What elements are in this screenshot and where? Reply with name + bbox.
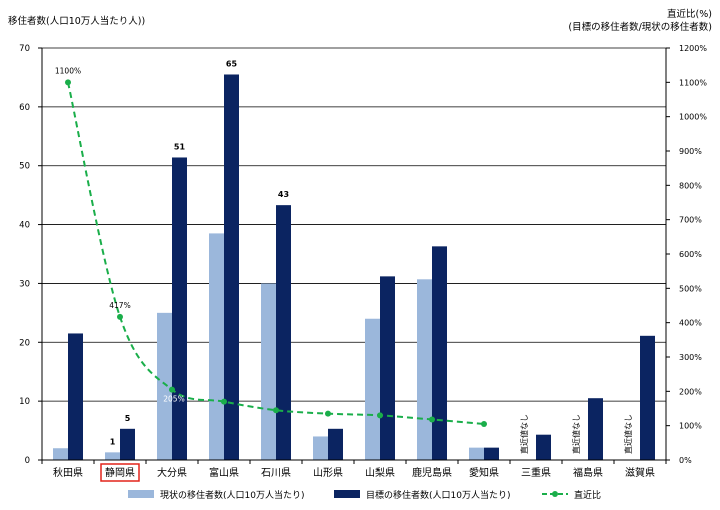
- bar: [68, 333, 83, 460]
- y-left-tick-label: 50: [19, 162, 30, 172]
- x-tick-label: 福島県: [573, 466, 603, 479]
- legend-label: 直近比: [574, 489, 601, 501]
- bar: [484, 447, 499, 460]
- x-tick-label: 愛知県: [469, 466, 499, 479]
- bar: [432, 246, 447, 460]
- bar: [469, 447, 484, 460]
- bar: [380, 276, 395, 460]
- x-tick-label: 滋賀県: [625, 466, 655, 479]
- y-right-tick-label: 1000%: [679, 113, 707, 122]
- y-right-tick-label: 0%: [679, 456, 692, 465]
- y-left-tick-label: 70: [19, 44, 30, 54]
- y-left-tick-label: 40: [19, 221, 30, 231]
- bar: [224, 74, 239, 460]
- series-point: [377, 412, 383, 419]
- bar: [365, 318, 380, 460]
- bar: [276, 205, 291, 460]
- bar: [328, 428, 343, 460]
- series-point: [169, 386, 175, 393]
- line-data-label: 417%: [109, 301, 130, 310]
- x-tick-label: 石川県: [261, 467, 291, 479]
- bar: [261, 283, 276, 460]
- series-point: [273, 407, 279, 414]
- legend-label: 現状の移住者数(人口10万人当たり): [160, 489, 304, 501]
- line-data-label: 1100%: [55, 66, 81, 75]
- right-axis-title: 直近比(%): [667, 9, 712, 20]
- y-right-tick-label: 500%: [679, 284, 702, 293]
- highlight-box: [100, 463, 140, 482]
- series-line: [67, 82, 485, 425]
- bar-data-label: 5: [125, 414, 131, 423]
- y-left-tick-label: 0: [25, 456, 30, 466]
- bar: [172, 157, 187, 460]
- x-tick-label: 山梨県: [365, 466, 395, 479]
- bar: [640, 335, 655, 460]
- legend-label: 目標の移住者数(人口10万人当たり): [366, 489, 510, 501]
- series-point: [65, 79, 71, 86]
- y-right-tick-label: 800%: [679, 181, 702, 190]
- y-right-tick-label: 200%: [679, 387, 702, 396]
- bar: [157, 312, 172, 460]
- bar: [417, 279, 432, 460]
- legend-swatch-marker: [552, 491, 558, 497]
- left-axis-title: 移住者数(人口10万人当たり人)): [8, 16, 146, 27]
- x-tick-label: 大分県: [157, 466, 187, 479]
- y-right-tick-label: 1100%: [679, 78, 707, 87]
- y-left-tick-label: 30: [19, 279, 30, 289]
- legend-swatch: [128, 490, 154, 498]
- legend-swatch: [334, 490, 360, 498]
- no-data-label: 直近値なし: [519, 414, 529, 454]
- bar: [53, 448, 68, 460]
- bar: [105, 452, 120, 460]
- y-right-tick-label: 700%: [679, 216, 702, 225]
- bar-data-label: 65: [226, 59, 238, 68]
- x-tick-label: 三重県: [521, 466, 551, 479]
- y-left-tick-label: 60: [19, 103, 30, 113]
- series-point: [481, 420, 487, 427]
- x-tick-label: 静岡県: [105, 466, 135, 479]
- bar: [209, 233, 224, 460]
- x-tick-label: 山形県: [313, 467, 343, 479]
- right-axis-subtitle: (目標の移住者数/現状の移住者数): [568, 22, 712, 33]
- series-point: [325, 410, 331, 417]
- y-right-tick-label: 400%: [679, 319, 702, 328]
- bar-data-label: 51: [174, 142, 186, 151]
- y-right-tick-label: 1200%: [679, 44, 707, 53]
- bar: [313, 436, 328, 460]
- y-right-tick-label: 300%: [679, 353, 702, 362]
- x-tick-label: 鹿児島県: [412, 466, 452, 479]
- x-tick-label: 秋田県: [53, 466, 83, 479]
- y-right-tick-label: 600%: [679, 250, 702, 259]
- y-left-tick-label: 20: [19, 338, 30, 348]
- no-data-label: 直近値なし: [623, 414, 633, 454]
- bar: [588, 398, 603, 460]
- series-point: [429, 416, 435, 423]
- series-point: [221, 398, 227, 405]
- no-data-label: 直近値なし: [571, 414, 581, 454]
- bar: [120, 428, 135, 460]
- bar-data-label: 1: [110, 437, 116, 446]
- y-right-tick-label: 900%: [679, 147, 702, 156]
- bar-data-label: 43: [278, 190, 289, 199]
- bar: [536, 434, 551, 460]
- y-left-tick-label: 10: [19, 397, 30, 407]
- y-right-tick-label: 100%: [679, 422, 702, 431]
- x-tick-label: 富山県: [209, 466, 239, 479]
- line-data-label: 205%: [163, 395, 184, 404]
- series-point: [117, 313, 123, 320]
